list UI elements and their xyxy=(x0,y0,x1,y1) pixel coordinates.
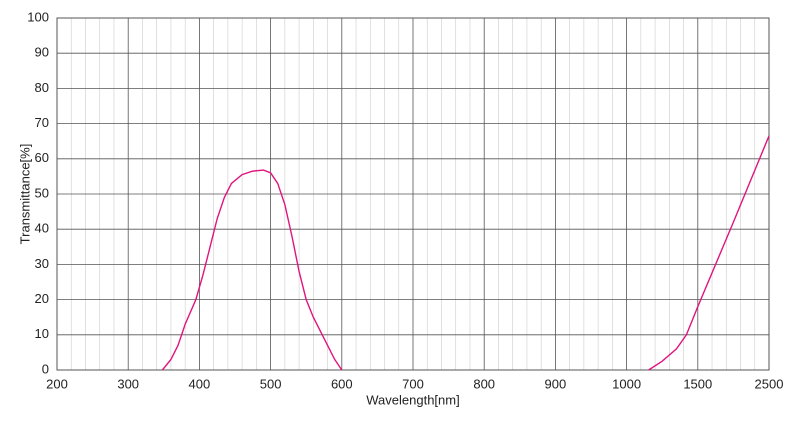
y-tick-label: 10 xyxy=(35,326,49,341)
x-tick-label: 200 xyxy=(46,376,68,391)
y-tick-label: 20 xyxy=(35,291,49,306)
y-tick-label: 50 xyxy=(35,185,49,200)
line-series xyxy=(161,135,770,371)
y-tick-label: 90 xyxy=(35,45,49,60)
x-tick-label: 800 xyxy=(473,376,495,391)
y-tick-label: 70 xyxy=(35,115,49,130)
x-tick-label: 700 xyxy=(402,376,424,391)
x-tick-label: 600 xyxy=(331,376,353,391)
plot-frame xyxy=(56,17,770,371)
x-tick-label: 500 xyxy=(260,376,282,391)
y-tick-label: 0 xyxy=(42,361,49,376)
y-tick-label: 30 xyxy=(35,256,49,271)
y-axis-label: Transmittance[%] xyxy=(17,144,32,245)
y-tick-label: 40 xyxy=(35,221,49,236)
x-tick-label: 1500 xyxy=(683,376,712,391)
x-tick-label: 1000 xyxy=(612,376,641,391)
y-tick-label: 60 xyxy=(35,150,49,165)
x-tick-label: 400 xyxy=(189,376,211,391)
x-tick-label: 2500 xyxy=(755,376,784,391)
y-tick-label: 80 xyxy=(35,80,49,95)
x-tick-label: 900 xyxy=(545,376,567,391)
x-axis-label: Wavelength[nm] xyxy=(366,392,459,407)
x-tick-label: 300 xyxy=(117,376,139,391)
y-tick-label: 100 xyxy=(27,9,49,24)
